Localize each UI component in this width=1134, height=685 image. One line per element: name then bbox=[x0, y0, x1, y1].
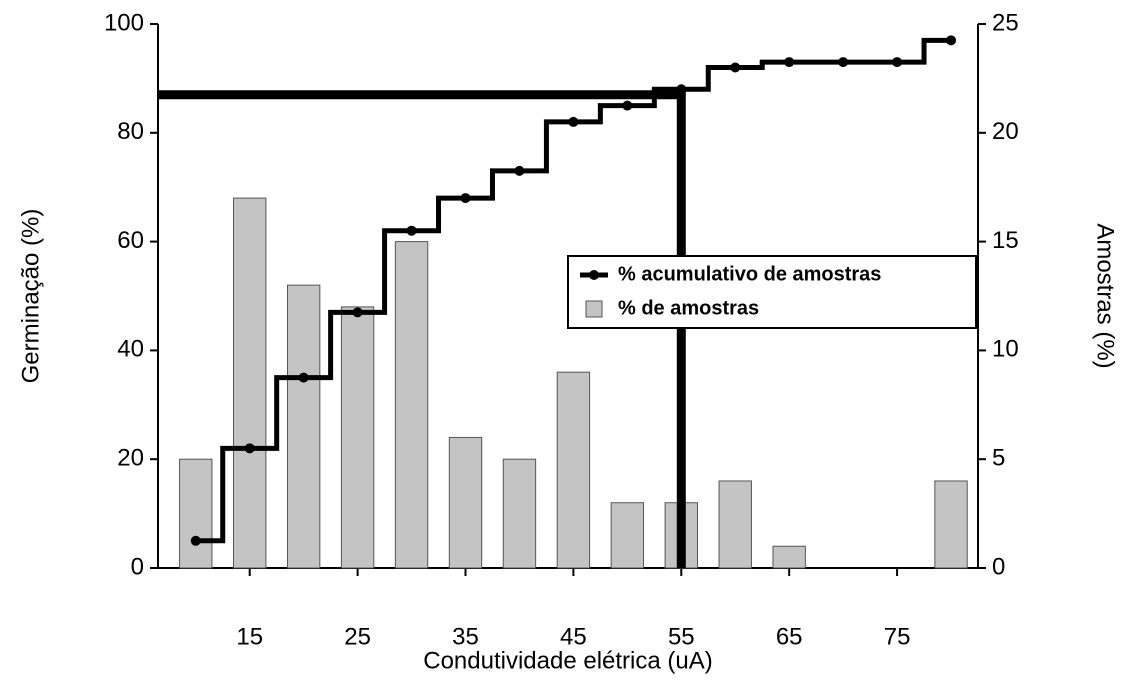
x-axis-title: Condutividade elétrica (uA) bbox=[423, 647, 713, 674]
line-point bbox=[784, 57, 795, 68]
y-tick-label: 0 bbox=[131, 553, 144, 580]
line-point bbox=[892, 57, 903, 68]
bar bbox=[233, 197, 267, 569]
bar bbox=[610, 502, 645, 569]
legend-label: % de amostras bbox=[618, 297, 759, 319]
x-tick-label: 45 bbox=[560, 623, 587, 650]
line-point bbox=[460, 193, 471, 204]
y-tick-label: 100 bbox=[104, 9, 144, 36]
line-point bbox=[568, 116, 579, 127]
x-tick-label: 35 bbox=[452, 623, 479, 650]
line-point bbox=[244, 443, 255, 454]
y2-tick-label: 10 bbox=[992, 336, 1019, 363]
bar bbox=[772, 545, 806, 569]
line-point bbox=[838, 57, 849, 68]
reference-line bbox=[158, 90, 686, 568]
y2-tick-label: 5 bbox=[992, 445, 1005, 472]
line-point bbox=[622, 100, 633, 111]
bar bbox=[448, 436, 483, 569]
line-point bbox=[352, 307, 363, 318]
y2-tick-label: 0 bbox=[992, 553, 1005, 580]
bar bbox=[718, 480, 752, 569]
legend-swatch bbox=[585, 300, 603, 318]
line-point bbox=[730, 62, 741, 73]
bar bbox=[556, 371, 591, 569]
line-point bbox=[298, 372, 309, 383]
line-point bbox=[190, 535, 201, 546]
bar bbox=[179, 458, 213, 569]
y2-axis-title: Amostras (%) bbox=[1092, 223, 1119, 368]
legend-label: % acumulativo de amostras bbox=[618, 263, 881, 285]
bar bbox=[340, 306, 375, 569]
y-tick-label: 20 bbox=[117, 445, 144, 472]
legend-marker bbox=[589, 270, 599, 280]
x-tick-label: 55 bbox=[668, 623, 695, 650]
y-axis-title: Germinação (%) bbox=[17, 209, 44, 384]
x-tick-label: 75 bbox=[884, 623, 911, 650]
bar bbox=[934, 480, 968, 569]
bar bbox=[394, 241, 429, 569]
y2-tick-label: 25 bbox=[992, 9, 1019, 36]
y2-tick-label: 15 bbox=[992, 227, 1019, 254]
y2-tick-label: 20 bbox=[992, 118, 1019, 145]
x-tick-label: 15 bbox=[236, 623, 263, 650]
y-tick-label: 60 bbox=[117, 227, 144, 254]
legend-box bbox=[567, 255, 977, 329]
x-tick-label: 25 bbox=[344, 623, 371, 650]
step-connector bbox=[195, 37, 952, 544]
y-tick-label: 40 bbox=[117, 336, 144, 363]
y-tick-label: 80 bbox=[117, 118, 144, 145]
bar bbox=[502, 458, 537, 569]
bar bbox=[286, 284, 321, 569]
line-point bbox=[946, 35, 957, 46]
line-point bbox=[514, 165, 525, 176]
line-point bbox=[406, 225, 417, 236]
x-tick-label: 65 bbox=[776, 623, 803, 650]
